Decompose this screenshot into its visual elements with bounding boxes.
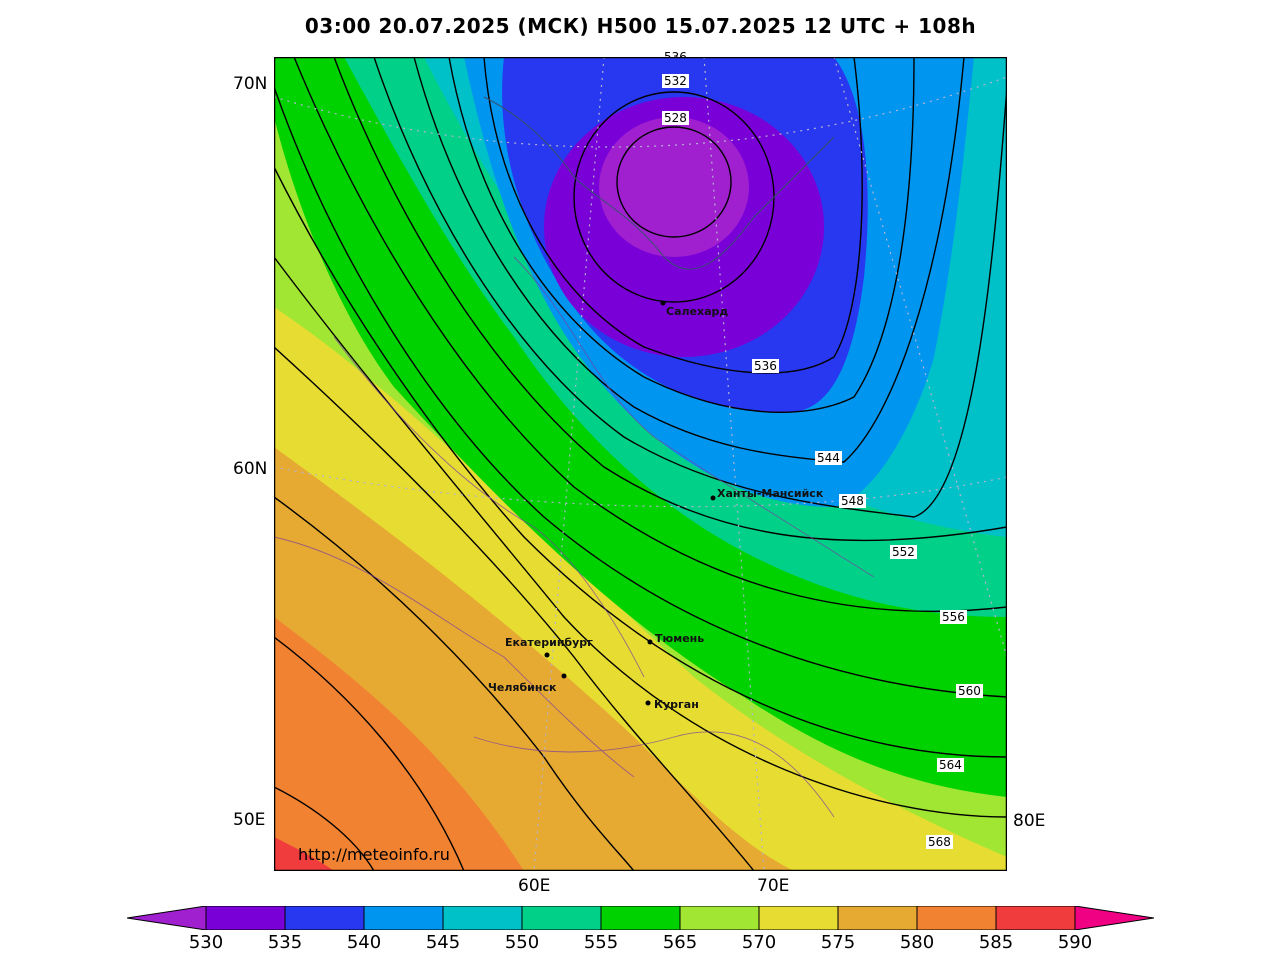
lon-label-80e: 80E [1013, 811, 1046, 831]
fill-585-590 [274, 837, 334, 871]
legend-swatch-580-585 [916, 906, 997, 930]
meridian-70e [703, 57, 765, 871]
city-dot-ekaterinburg [544, 652, 550, 658]
contour-label-536-top: 536 [662, 50, 689, 57]
city-label-ekaterinburg: Екатеринбург [505, 636, 593, 649]
contour-580 [274, 636, 465, 871]
contour-568 [274, 256, 1007, 818]
lon-label-60e: 60E [518, 876, 551, 896]
lat-label-50e: 50E [233, 810, 266, 830]
legend-label-550: 550 [504, 932, 540, 953]
legend-swatch-535-540 [284, 906, 365, 930]
lon-label-70e: 70E [757, 876, 790, 896]
coastline [483, 96, 835, 270]
city-label-salekhard: Салехард [666, 305, 729, 318]
parallel-70n [274, 76, 1007, 148]
legend-label-535: 535 [267, 932, 303, 953]
source-url: http://meteoinfo.ru [298, 845, 450, 864]
contour-548 [373, 57, 1007, 518]
map-frame [274, 57, 1007, 871]
contour-552 [333, 57, 1007, 542]
legend-swatch-530-535 [205, 906, 286, 930]
lat-label-70n: 70N [233, 74, 268, 94]
legend-swatch-540-545 [363, 906, 444, 930]
contour-560 [274, 86, 1007, 698]
city-dot-kurgan [645, 700, 651, 706]
contour-528 [616, 126, 732, 238]
legend-label-580: 580 [899, 932, 935, 953]
legend-label-570: 570 [741, 932, 777, 953]
legend-label-585: 585 [978, 932, 1014, 953]
city-dot-salekhard [660, 300, 666, 306]
city-label-kurgan: Курган [654, 698, 699, 711]
legend-label-590: 590 [1057, 932, 1093, 953]
contour-label-544: 544 [815, 451, 842, 465]
contour-564 [274, 166, 1007, 758]
contour-label-568: 568 [926, 835, 953, 849]
colorbar-legend [127, 906, 1154, 930]
border-1 [333, 336, 645, 678]
contour-label-552: 552 [890, 545, 917, 559]
contour-label-532: 532 [662, 74, 689, 88]
contour-label-564: 564 [937, 758, 964, 772]
contour-572 [274, 346, 755, 871]
legend-swatch-585-590 [995, 906, 1076, 930]
legend-swatch-545-550 [442, 906, 523, 930]
meridian-60e [533, 57, 605, 871]
legend-arrow-left [127, 906, 207, 930]
legend-label-530: 530 [188, 932, 224, 953]
contour-540 [448, 57, 915, 413]
contour-label-548: 548 [839, 494, 866, 508]
city-dot-khanty [710, 495, 716, 501]
contour-label-556: 556 [940, 610, 967, 624]
fill-under-530 [599, 117, 749, 257]
legend-label-555: 555 [583, 932, 619, 953]
legend-label-575: 575 [820, 932, 856, 953]
city-dot-chelyabinsk [561, 673, 567, 679]
h500-map [274, 57, 1007, 871]
parallel-60n [274, 466, 1007, 508]
border-3 [513, 256, 875, 578]
city-label-tyumen: Тюмень [655, 632, 705, 645]
city-label-chelyabinsk: Челябинск [488, 681, 557, 694]
city-label-khanty: Ханты-Мансийск [717, 487, 824, 500]
legend-swatch-550-555 [521, 906, 602, 930]
border-2 [274, 536, 635, 778]
contour-536 [483, 57, 863, 374]
contour-584 [274, 786, 375, 871]
contour-label-536: 536 [752, 359, 779, 373]
map-title: 03:00 20.07.2025 (МСК) H500 15.07.2025 1… [304, 14, 977, 38]
lat-label-60n: 60N [233, 459, 268, 479]
legend-swatch-570-575 [758, 906, 839, 930]
legend-swatch-575-580 [837, 906, 918, 930]
contour-544 [413, 57, 965, 463]
contour-label-528: 528 [662, 111, 689, 125]
city-dot-tyumen [647, 639, 653, 645]
contour-label-560: 560 [956, 684, 983, 698]
contour-556 [293, 57, 1007, 613]
fill-580-585 [274, 617, 524, 871]
legend-arrow-right [1074, 906, 1154, 930]
legend-swatch-565-570 [679, 906, 760, 930]
border-4 [473, 731, 835, 818]
legend-label-545: 545 [425, 932, 461, 953]
contour-576 [274, 496, 635, 871]
legend-swatch-555-565 [600, 906, 681, 930]
legend-label-565: 565 [662, 932, 698, 953]
legend-label-540: 540 [346, 932, 382, 953]
